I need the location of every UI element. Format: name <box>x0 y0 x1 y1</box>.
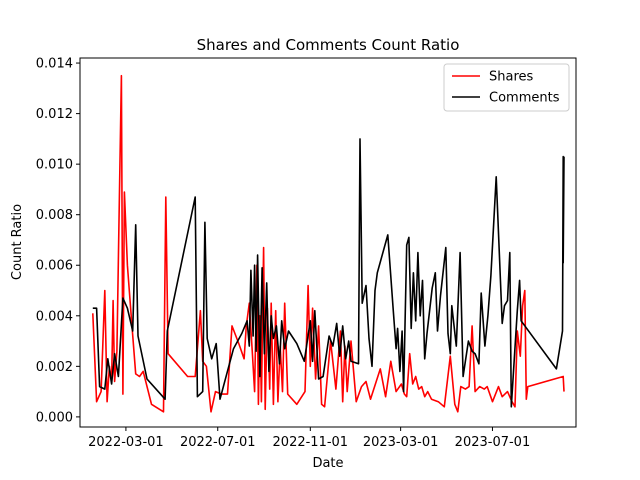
y-tick-label: 0.010 <box>36 158 73 173</box>
series-line-comments <box>92 138 565 408</box>
x-axis-ticks: 2022-03-01 2022-07-01 2022-11-01 2023-03-01… <box>88 427 530 450</box>
series-layer <box>92 74 565 413</box>
y-tick-label: 0.008 <box>36 208 73 223</box>
y-tick-label: 0.004 <box>36 309 73 324</box>
x-tick-label: 2023-03-01 <box>363 435 439 450</box>
x-tick-label: 2022-11-01 <box>273 435 349 450</box>
y-tick-label: 0.002 <box>36 360 73 375</box>
legend-label-comments: Comments <box>489 91 560 106</box>
y-tick-label: 0.006 <box>36 259 73 274</box>
legend: Shares Comments <box>443 63 570 112</box>
y-tick-label: 0.014 <box>36 57 73 72</box>
series-line-shares <box>92 74 565 413</box>
y-tick-label: 0.000 <box>36 410 73 425</box>
y-tick-label: 0.012 <box>36 107 73 122</box>
y-axis-label: Count Ratio <box>10 204 25 280</box>
x-tick-label: 2022-03-01 <box>88 435 164 450</box>
x-tick-label: 2022-07-01 <box>180 435 256 450</box>
plot-frame <box>79 57 577 428</box>
legend-label-shares: Shares <box>489 70 534 85</box>
x-tick-label: 2023-07-01 <box>455 435 531 450</box>
chart-title: Shares and Comments Count Ratio <box>197 36 460 54</box>
x-axis-label: Date <box>312 456 343 471</box>
y-axis-ticks: 0.000 0.002 0.004 0.006 0.008 0.010 0.012 0.014 <box>36 57 80 425</box>
